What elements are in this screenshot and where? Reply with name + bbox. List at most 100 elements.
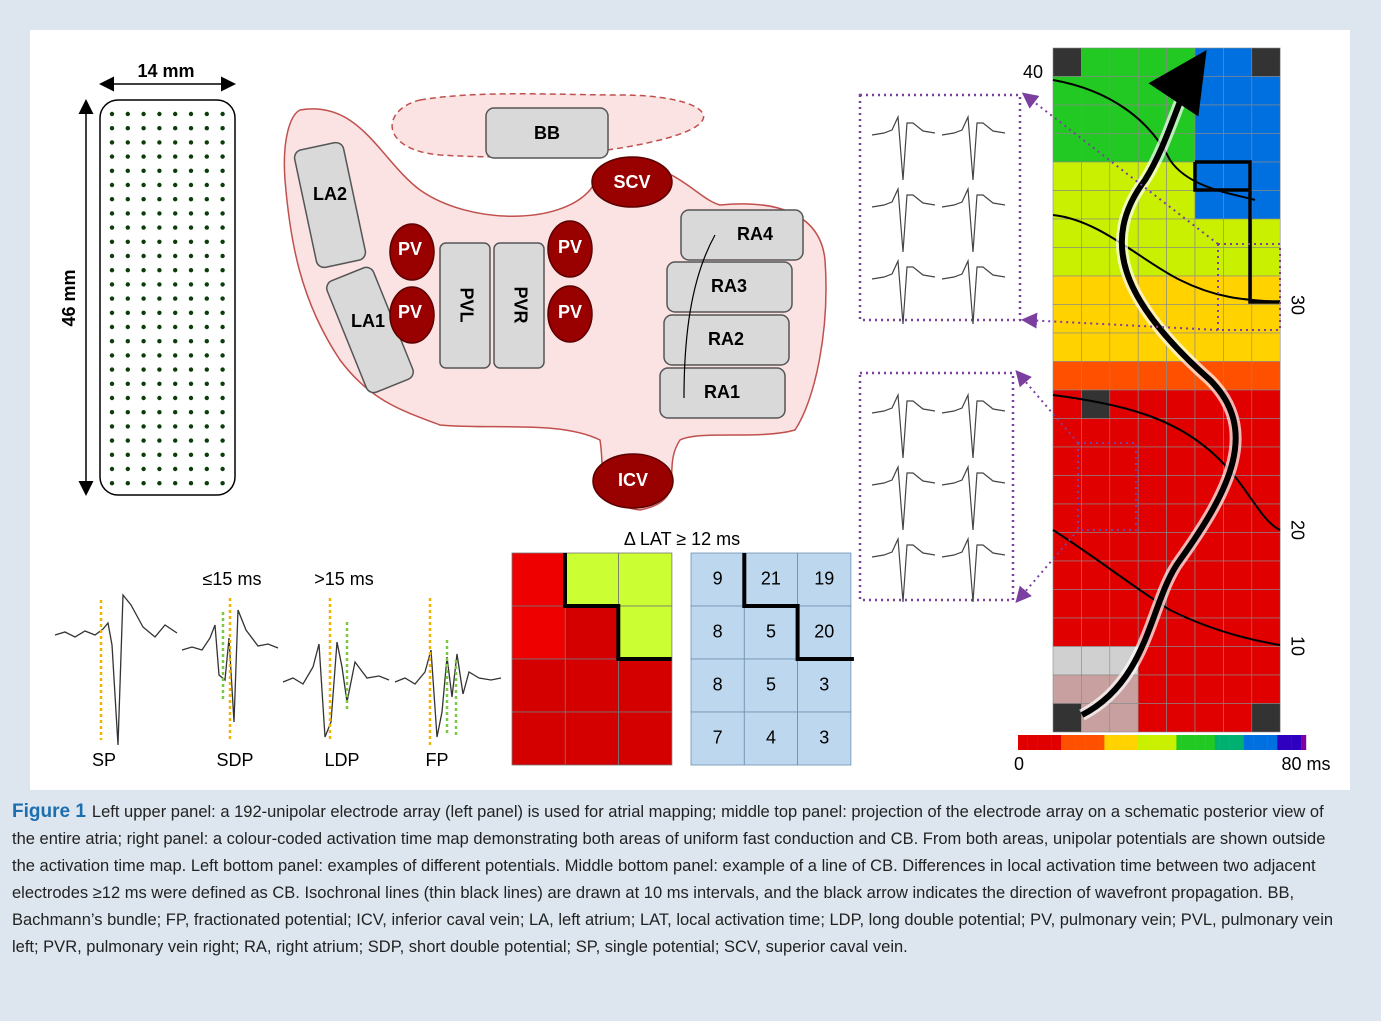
colorbar-step <box>1099 735 1105 750</box>
scale-max: 80 ms <box>1281 754 1330 774</box>
electrode <box>204 381 209 386</box>
map-cell <box>1052 389 1082 419</box>
electrode <box>173 211 178 216</box>
lat-value: 5 <box>766 674 776 694</box>
cb-cell <box>511 658 566 713</box>
map-cell <box>1251 76 1281 106</box>
colorbar-step <box>1051 735 1057 750</box>
electrode <box>125 410 130 415</box>
wavefront-arrow <box>1080 50 1239 718</box>
map-cell <box>1052 703 1082 733</box>
map-cell <box>1109 589 1139 619</box>
electrode <box>109 168 115 173</box>
electrode <box>173 239 178 244</box>
electrode <box>204 452 209 457</box>
scale-min: 0 <box>1014 754 1024 774</box>
map-cell <box>1223 133 1253 163</box>
electrode <box>188 481 194 486</box>
colorbar-step <box>1195 735 1201 750</box>
map-cell <box>1251 646 1281 676</box>
ra-label: RA1 <box>704 382 740 402</box>
colorbar-step <box>1157 735 1163 750</box>
map-cell <box>1166 389 1196 419</box>
map-cell <box>1109 703 1139 733</box>
map-cell <box>1251 161 1281 191</box>
lat-cell <box>797 552 852 607</box>
map-cell <box>1081 104 1111 134</box>
map-cell <box>1052 190 1082 220</box>
map-cell <box>1137 475 1167 505</box>
colorbar-step <box>1291 735 1297 750</box>
colorbar-step <box>1243 735 1249 750</box>
electrode <box>220 168 225 173</box>
electrode <box>141 253 146 259</box>
electrode <box>188 168 194 173</box>
map-cell <box>1052 674 1082 704</box>
electrode <box>220 452 225 457</box>
electrode <box>157 438 162 443</box>
map-cell <box>1137 104 1167 134</box>
isochrone-label: 20 <box>1287 520 1307 540</box>
caption-label: Figure 1 <box>12 801 86 822</box>
electrode <box>141 168 146 173</box>
electrode <box>125 239 130 244</box>
colorbar-step <box>1118 735 1124 750</box>
map-cell <box>1081 76 1111 106</box>
map-cell <box>1223 361 1253 391</box>
electrode <box>204 324 209 330</box>
map-cell <box>1194 589 1224 619</box>
icv-label: ICV <box>618 470 648 490</box>
map-cell <box>1052 361 1082 391</box>
electrode <box>188 154 194 159</box>
map-cell <box>1251 47 1281 77</box>
map-cell <box>1251 247 1281 277</box>
electrode <box>157 395 162 401</box>
map-cell <box>1137 218 1167 248</box>
map-cell <box>1109 617 1139 647</box>
inset-waveform <box>871 464 936 531</box>
electrode <box>141 126 146 131</box>
electrode <box>204 395 209 401</box>
map-cell <box>1223 703 1253 733</box>
cb-cell <box>564 658 619 713</box>
colorbar-step <box>1032 735 1038 750</box>
electrode <box>220 367 225 372</box>
colorbar-step <box>1219 735 1225 750</box>
colorbar-step <box>1142 735 1148 750</box>
inset-waveform <box>871 114 936 181</box>
electrode <box>141 452 146 457</box>
map-cell <box>1081 646 1111 676</box>
electrode <box>157 140 162 145</box>
inset-waveform <box>941 114 1006 181</box>
electrode <box>220 310 225 315</box>
pv-label: PV <box>398 239 422 259</box>
map-cell <box>1137 190 1167 220</box>
pv-label: PV <box>398 302 422 322</box>
inset-region <box>1217 243 1281 331</box>
colorbar-step <box>1133 735 1139 750</box>
electrode <box>204 310 209 315</box>
electrode <box>204 253 209 259</box>
electrode <box>173 424 178 429</box>
colorbar-step <box>1229 735 1235 750</box>
lat-value: 8 <box>713 674 723 694</box>
electrode <box>204 268 209 273</box>
colorbar-step <box>1181 735 1187 750</box>
map-cell <box>1137 446 1167 476</box>
electrode <box>157 452 162 457</box>
electrode <box>204 154 209 159</box>
colorbar-step <box>1152 735 1158 750</box>
electrode <box>141 481 146 486</box>
map-cell <box>1194 247 1224 277</box>
electrode <box>157 466 162 472</box>
electrode <box>157 381 162 386</box>
figure: 14 mm 46 mm BB SCV LA2 LA1 PV PV PV PV P… <box>54 47 1331 774</box>
electrode <box>157 296 162 301</box>
cb-cell <box>618 605 673 660</box>
electrode <box>109 225 115 230</box>
map-cell <box>1109 47 1139 77</box>
electrode <box>109 395 115 401</box>
pvr-label: PVR <box>510 286 530 323</box>
map-cell <box>1166 218 1196 248</box>
map-cell <box>1081 361 1111 391</box>
